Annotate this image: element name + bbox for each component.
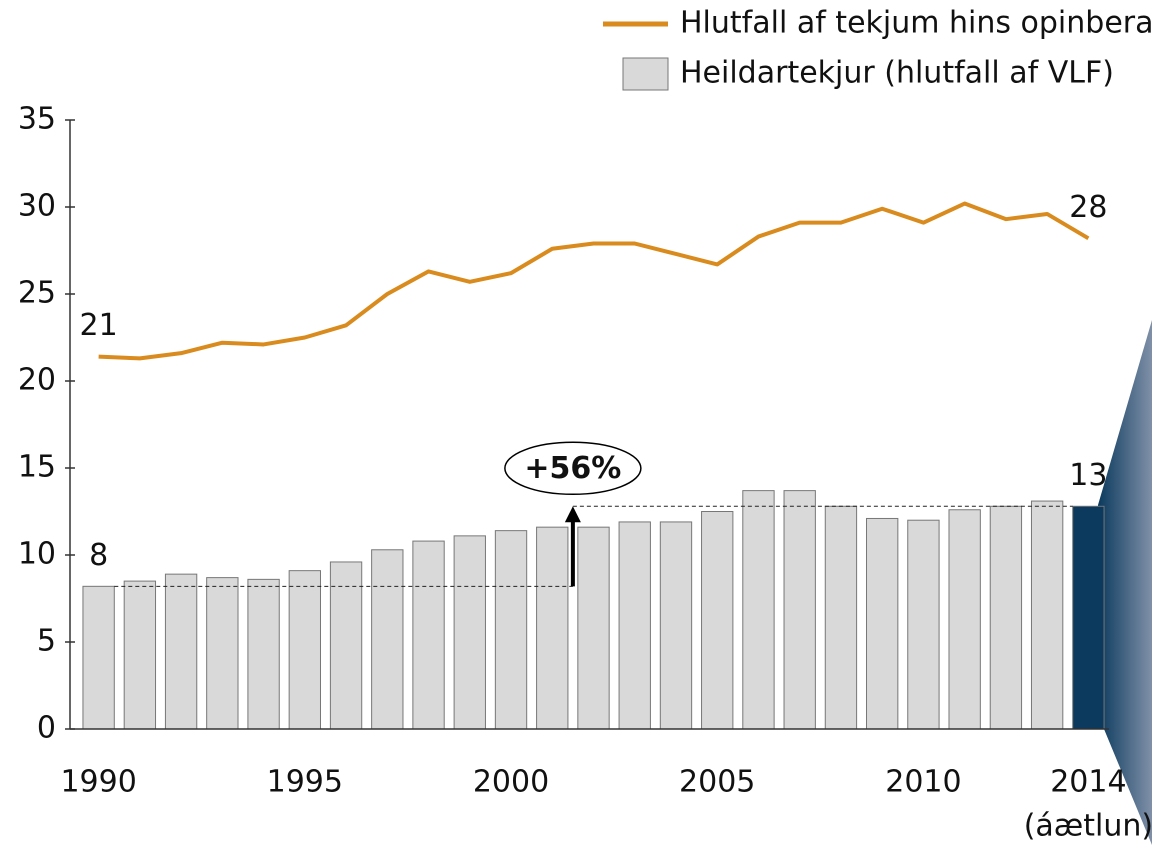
- bar: [783, 490, 816, 730]
- bar: [412, 540, 445, 730]
- bar: [577, 526, 610, 730]
- bar: [907, 519, 940, 730]
- y-tick-label: 20: [18, 363, 56, 398]
- data-label: 21: [80, 308, 118, 343]
- annotation: +56%: [524, 451, 621, 486]
- y-tick-label: 0: [37, 711, 56, 746]
- bar: [247, 578, 280, 730]
- y-tick-label: 10: [18, 537, 56, 572]
- bar: [288, 570, 321, 730]
- bar: [536, 526, 569, 730]
- zoom-shape: [1098, 320, 1152, 845]
- y-tick-label: 25: [18, 276, 56, 311]
- bar: [659, 521, 693, 730]
- bar: [453, 535, 486, 730]
- bar: [123, 580, 157, 730]
- legend-swatch: [622, 57, 669, 91]
- callout: [504, 441, 642, 496]
- legend-label: Heildartekjur (hlutfall af VLF): [680, 56, 1114, 91]
- arrow-head: [564, 506, 581, 523]
- data-label: 13: [1069, 458, 1107, 493]
- bar: [866, 517, 899, 730]
- x-tick-label: 2005: [679, 765, 755, 800]
- bar: [989, 505, 1023, 730]
- bar: [82, 585, 115, 730]
- legend-label: Hlutfall af tekjum hins opinbera: [680, 6, 1152, 41]
- annotation: (áætlun): [1024, 809, 1152, 844]
- x-tick-label: 2010: [885, 765, 961, 800]
- bar: [371, 549, 404, 730]
- bar: [1030, 500, 1064, 730]
- data-label: 8: [89, 538, 108, 573]
- bar: [1072, 505, 1105, 730]
- bar: [164, 573, 198, 730]
- x-tick-label: 1990: [60, 765, 136, 800]
- x-tick-label: 1995: [267, 765, 343, 800]
- bar: [329, 561, 363, 730]
- bar: [824, 505, 858, 730]
- y-tick-label: 35: [18, 102, 56, 137]
- line: [98, 201, 1090, 361]
- x-tick-label: 2014: [1050, 765, 1126, 800]
- data-label: 28: [1069, 190, 1107, 225]
- y-tick-label: 30: [18, 189, 56, 224]
- bar: [618, 521, 651, 730]
- bar: [701, 511, 734, 730]
- y-tick-label: 5: [37, 624, 56, 659]
- bar: [742, 490, 775, 730]
- x-tick-label: 2000: [473, 765, 549, 800]
- bar: [494, 530, 528, 730]
- bar: [948, 509, 981, 730]
- y-tick-label: 15: [18, 450, 56, 485]
- bar: [206, 577, 239, 730]
